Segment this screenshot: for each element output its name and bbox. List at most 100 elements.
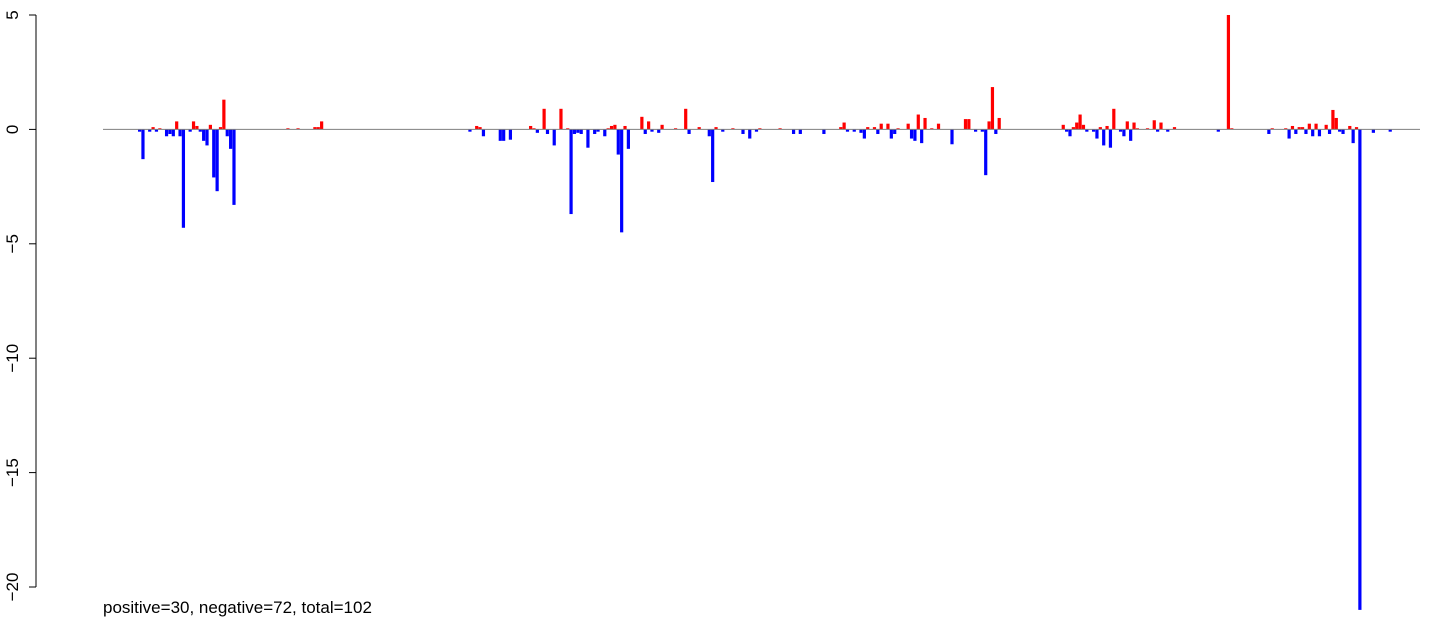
negative-bar (1091, 129, 1096, 132)
negative-bar (468, 129, 472, 132)
positive-bar (1314, 123, 1318, 130)
positive-bar (967, 119, 971, 130)
negative-bar (980, 129, 984, 132)
positive-bar (559, 108, 563, 130)
positive-bar (896, 128, 900, 130)
negative-bar (791, 129, 796, 134)
positive-bar (1230, 128, 1234, 130)
negative-bar (141, 129, 145, 160)
negative-bar (212, 129, 216, 178)
positive-bar (731, 128, 735, 130)
negative-bar (1068, 129, 1072, 137)
negative-bar (859, 129, 863, 133)
positive-bar (684, 108, 688, 130)
positive-bar (660, 124, 664, 130)
positive-bar (872, 127, 877, 130)
negative-bar (229, 129, 233, 149)
negative-bar (974, 129, 978, 132)
positive-bar (987, 121, 991, 130)
positive-bar (1300, 127, 1305, 130)
positive-bar (1132, 122, 1136, 130)
negative-bar (1371, 129, 1375, 133)
positive-bar (1331, 109, 1335, 130)
positive-bar (1078, 114, 1082, 130)
positive-bar (208, 124, 212, 130)
negative-bar (596, 129, 600, 132)
negative-bar (586, 129, 590, 148)
negative-bar (798, 129, 802, 134)
negative-bar (1358, 129, 1362, 610)
positive-bar (613, 124, 617, 130)
negative-bar (657, 129, 661, 133)
positive-bar (1061, 124, 1065, 130)
y-tick-label: −5 (3, 234, 22, 253)
positive-bar (1135, 128, 1140, 130)
positive-bar (778, 128, 782, 130)
positive-bar (316, 127, 320, 130)
positive-bar (475, 125, 479, 130)
positive-bar (1112, 108, 1116, 130)
positive-bar (990, 87, 995, 130)
positive-bar (1297, 127, 1301, 130)
positive-bar (1098, 127, 1102, 130)
negative-bar (572, 129, 577, 134)
positive-bar (1270, 128, 1274, 130)
positive-bar (296, 128, 300, 130)
positive-bar (1125, 121, 1129, 130)
negative-bar (545, 129, 550, 134)
positive-bar (1307, 123, 1311, 130)
negative-bar (502, 129, 506, 141)
positive-bar (697, 127, 701, 130)
positive-bar (542, 108, 546, 130)
positive-bar (997, 117, 1001, 130)
negative-bar (481, 129, 486, 137)
negative-bar (707, 129, 711, 137)
negative-bar (603, 129, 607, 137)
positive-bar (1075, 122, 1079, 130)
negative-bar (1129, 129, 1133, 141)
negative-bar (721, 129, 725, 132)
negative-bar (1304, 129, 1308, 134)
positive-bar (609, 125, 614, 130)
negative-bar (845, 129, 850, 132)
negative-bar (889, 129, 893, 139)
negative-bar (168, 129, 172, 134)
negative-bar (1338, 129, 1342, 132)
positive-bar (529, 125, 533, 130)
negative-bar (862, 129, 866, 139)
negative-bar (1095, 129, 1099, 139)
positive-bar (842, 122, 846, 130)
negative-bar (202, 129, 206, 141)
positive-bar (175, 121, 179, 130)
negative-bar (552, 129, 556, 146)
negative-bar (508, 129, 513, 140)
negative-bar (181, 129, 186, 228)
negative-bar (535, 129, 539, 133)
positive-bar (313, 127, 317, 130)
negative-bar (1317, 129, 1322, 137)
positive-bar (606, 128, 610, 130)
negative-bar (171, 129, 175, 137)
negative-bar (232, 129, 236, 205)
positive-bar (714, 127, 718, 130)
negative-bar (1341, 129, 1345, 134)
y-tick-label: −20 (3, 573, 22, 602)
negative-bar (1351, 129, 1355, 144)
y-tick-label: −15 (3, 458, 22, 487)
negative-bar (1122, 129, 1126, 137)
positive-bar (478, 127, 482, 130)
positive-bar (286, 128, 290, 130)
negative-bar (893, 129, 897, 134)
negative-bar (994, 129, 998, 134)
y-axis: 5 0 −5 −10 −15 −20 (3, 10, 37, 602)
negative-bar (852, 129, 856, 132)
positive-bar (936, 123, 941, 130)
positive-bar (320, 121, 324, 130)
positive-bar (151, 127, 155, 130)
negative-bar (876, 129, 880, 134)
positive-bar (647, 121, 651, 130)
bars-group (138, 15, 1392, 610)
positive-bar (1172, 127, 1177, 130)
positive-bar (1290, 125, 1295, 130)
negative-bar (1287, 129, 1291, 139)
